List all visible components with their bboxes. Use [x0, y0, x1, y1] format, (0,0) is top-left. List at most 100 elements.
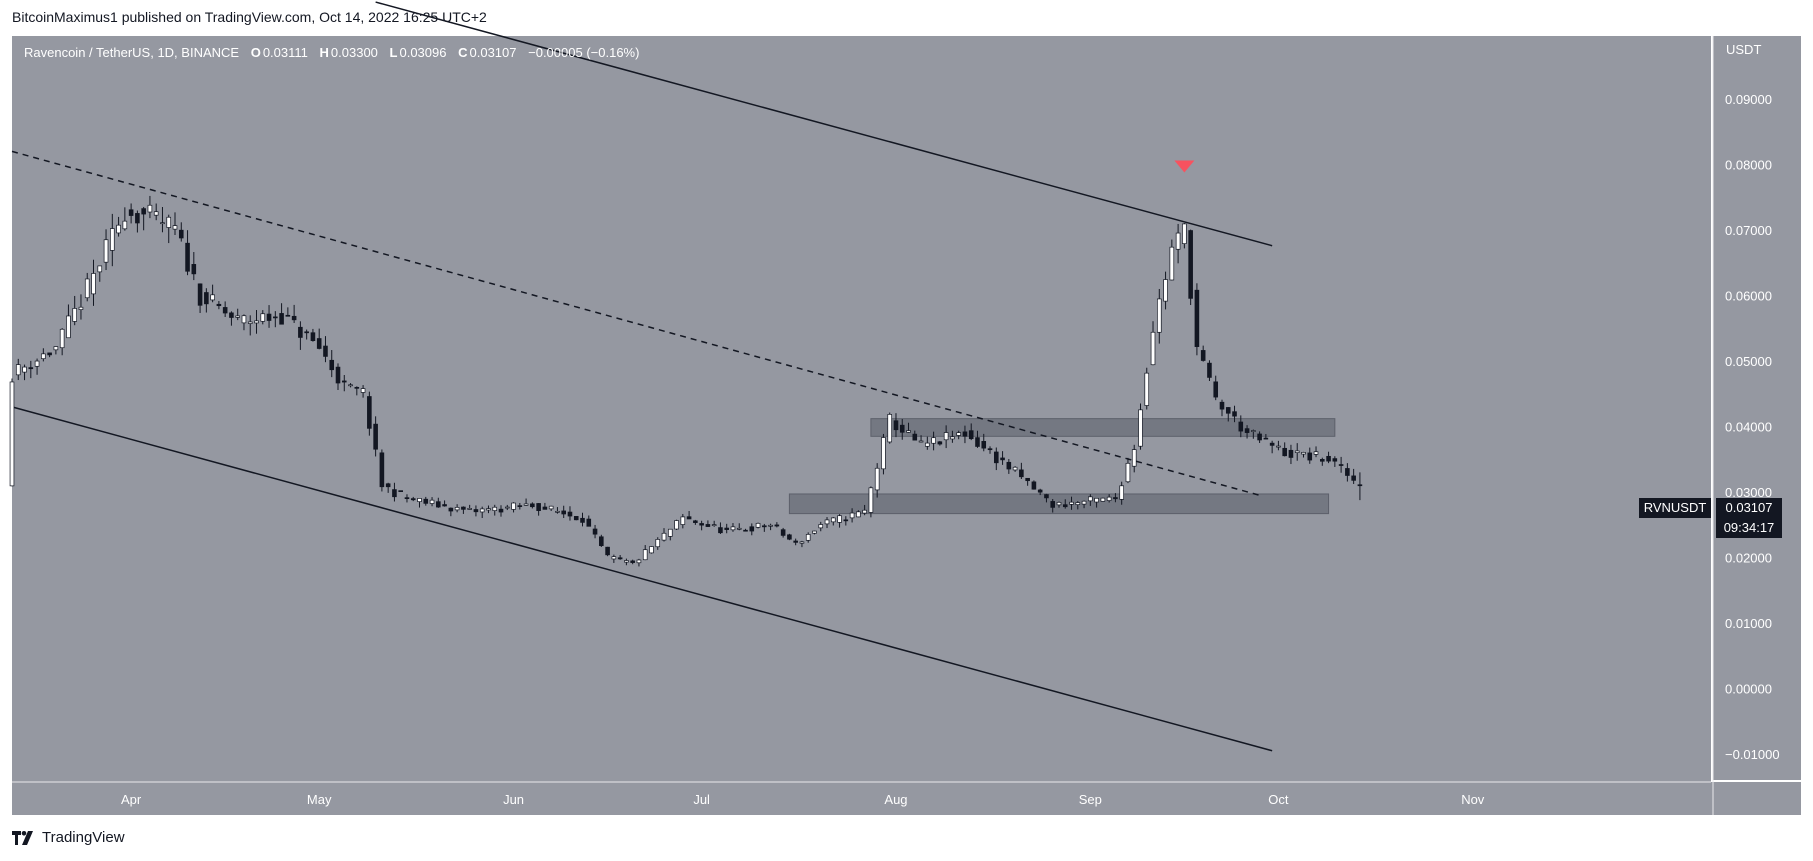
candle-body	[774, 524, 780, 527]
y-tick-label: 0.02000	[1725, 551, 1772, 566]
candle-body	[611, 556, 617, 560]
candle-body	[241, 315, 247, 324]
candle-body	[235, 315, 240, 318]
candle-body	[41, 353, 46, 360]
candle-body	[1000, 457, 1005, 461]
candle-body	[1044, 494, 1049, 499]
candle-body	[323, 345, 328, 357]
candle-body	[122, 220, 128, 230]
candle-body	[229, 312, 234, 318]
price-axis-title: USDT	[1726, 42, 1762, 57]
candle-body	[705, 524, 711, 527]
candle-body	[805, 534, 811, 541]
candle-body	[222, 307, 228, 314]
symbol-badge: RVNUSDT	[1639, 498, 1711, 518]
candle-body	[762, 525, 767, 528]
candle-body	[1062, 504, 1068, 508]
candle-body	[316, 338, 322, 349]
publish-header: BitcoinMaximus1 published on TradingView…	[12, 9, 487, 25]
candle-body	[1338, 464, 1344, 466]
candle-body	[968, 430, 974, 440]
legend-close-value: 0.03107	[469, 45, 517, 60]
candle-body	[1012, 466, 1018, 471]
candle-body	[28, 367, 34, 370]
candle-body	[730, 526, 736, 531]
candle-body	[498, 508, 504, 513]
horizontal-zone-1	[870, 418, 1336, 437]
candle-body	[573, 516, 579, 521]
candle-body	[699, 523, 704, 526]
candle-body	[417, 498, 422, 503]
candle-body	[1131, 449, 1137, 467]
candle-body	[1150, 331, 1156, 366]
candle-body	[1332, 458, 1338, 462]
candle-body	[34, 360, 40, 367]
candle-body	[1138, 409, 1143, 447]
candle-body	[310, 332, 316, 341]
candle-body	[824, 519, 830, 525]
candle-body	[360, 388, 366, 393]
y-tick-label: 0.07000	[1725, 223, 1772, 238]
candle-body	[511, 502, 516, 510]
candle-body	[492, 506, 498, 511]
candle-body	[204, 292, 209, 305]
candle-body	[536, 503, 541, 511]
candle-body	[479, 508, 485, 513]
candle-body	[279, 313, 284, 325]
candle-body	[605, 546, 610, 556]
candle-body	[1269, 442, 1275, 446]
candle-body	[47, 352, 52, 356]
candle-body	[185, 242, 190, 272]
candle-body	[116, 224, 121, 234]
footer-brand[interactable]: TradingView	[12, 829, 125, 846]
candle-body	[398, 490, 403, 492]
candle-body	[1282, 447, 1287, 457]
candle-body	[1238, 421, 1244, 432]
candle-body	[1019, 469, 1024, 478]
legend-open-value: 0.03111	[262, 45, 308, 60]
candle-body	[404, 497, 410, 499]
legend-close-label: C	[458, 45, 468, 60]
candle-body	[329, 359, 335, 371]
candle-body	[918, 440, 924, 443]
candle-body	[931, 437, 936, 444]
candle-body	[247, 321, 253, 324]
candle-body	[799, 541, 805, 544]
candle-body	[1225, 407, 1231, 414]
candle-body	[617, 557, 623, 560]
candle-body	[567, 511, 573, 517]
candle-body	[950, 436, 955, 440]
candle-body	[504, 506, 510, 509]
candle-body	[9, 381, 15, 487]
candle-body	[298, 326, 303, 338]
candle-body	[66, 315, 71, 339]
footer-brand-text: TradingView	[42, 829, 125, 846]
candle-body	[856, 511, 861, 518]
legend-high-label: H	[319, 45, 329, 60]
y-tick-label: 0.03000	[1725, 485, 1772, 500]
candle-body	[15, 364, 21, 376]
candle-body	[793, 540, 798, 543]
legend-change: −0.00005 (−0.16%)	[528, 45, 640, 60]
candle-body	[216, 303, 222, 307]
publish-text: BitcoinMaximus1 published on TradingView…	[12, 9, 487, 25]
candle-body	[172, 225, 178, 230]
candle-body	[254, 320, 259, 324]
plot-area	[12, 36, 1711, 782]
candle-body	[72, 308, 77, 322]
candle-body	[410, 498, 416, 501]
x-tick-label: Apr	[121, 792, 142, 807]
candle-body	[1213, 381, 1219, 398]
candle-body	[680, 516, 686, 525]
candle-body	[868, 487, 874, 513]
candle-body	[285, 314, 291, 317]
candle-body	[197, 283, 203, 306]
y-tick-label: 0.09000	[1725, 92, 1772, 107]
candle-body	[273, 316, 278, 319]
candle-body	[981, 441, 987, 449]
candle-body	[749, 526, 755, 532]
candle-body	[693, 520, 698, 523]
candle-body	[787, 534, 792, 540]
candle-body	[392, 489, 397, 498]
